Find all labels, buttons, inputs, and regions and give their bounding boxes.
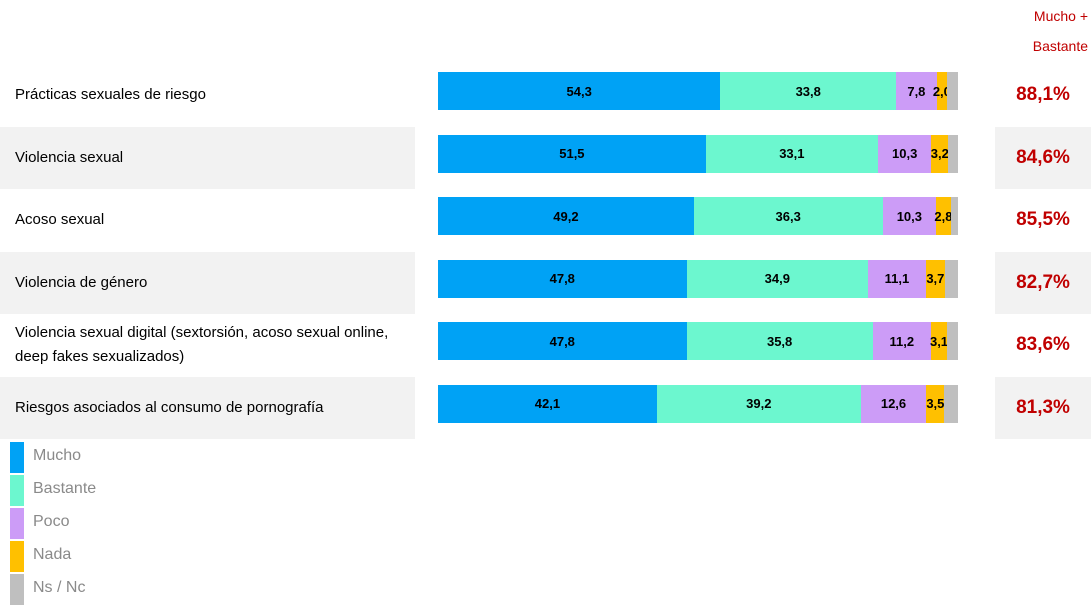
category-label: Prácticas sexuales de riesgo (15, 86, 206, 104)
bar-segment: 42,1 (438, 384, 657, 423)
bar-segment: 10,3 (882, 197, 937, 236)
bar-segment: 34,9 (686, 259, 869, 298)
row-background (0, 376, 415, 439)
value-label: 10,3 (896, 208, 923, 224)
total-label: 88,1% (1016, 84, 1070, 106)
bar-segment: 7,8 (896, 72, 937, 111)
value-label: 39,2 (746, 396, 772, 412)
bar-segment: 49,2 (438, 197, 694, 236)
bar-segment (944, 384, 958, 423)
total-background (995, 251, 1091, 314)
value-label: 11,2 (889, 333, 915, 349)
value-label: 33,1 (779, 146, 805, 162)
category-label: Riesgos asociados al consumo de pornogra… (15, 398, 324, 416)
bar-segment: 10,3 (877, 134, 932, 173)
bar-segment (950, 197, 958, 236)
value-label: 54,3 (566, 83, 592, 99)
bar-segment: 11,2 (872, 322, 931, 361)
category-label: Violencia sexual (15, 148, 124, 166)
legend-label: Bastante (33, 480, 97, 497)
bar-segment (947, 322, 958, 361)
bar-segment (948, 134, 958, 173)
legend-label: Nada (33, 546, 72, 563)
value-label: 47,8 (549, 271, 575, 287)
value-label: 3,1 (929, 333, 949, 349)
bar-segment: 3,1 (929, 322, 949, 361)
total-label: 85,5% (1016, 209, 1070, 231)
bar-segment: 2,8 (934, 197, 953, 236)
bar-segment: 33,8 (720, 72, 897, 111)
total-label: 84,6% (1016, 146, 1070, 168)
category-label: Acoso sexual (15, 211, 105, 229)
bar-segment: 3,5 (926, 384, 945, 423)
bar-segment: 36,3 (693, 197, 883, 236)
legend-label: Mucho (33, 447, 82, 464)
bar-segment: 54,3 (438, 72, 721, 111)
bar-segment: 11,1 (868, 259, 926, 298)
value-label: 35,8 (766, 333, 793, 349)
row-background (0, 126, 415, 189)
row-background (0, 251, 415, 314)
value-label: 36,3 (775, 208, 801, 224)
bar-segment: 33,1 (705, 134, 878, 173)
bar-segment: 35,8 (686, 322, 873, 361)
value-label: 47,8 (549, 333, 575, 349)
total-background (995, 376, 1091, 439)
total-label: 83,6% (1016, 334, 1070, 356)
legend-swatch (10, 508, 24, 539)
bar-segment: 39,2 (656, 384, 861, 423)
bar-segment: 3,7 (925, 259, 945, 298)
value-label: 33,8 (795, 83, 821, 99)
bar-segment (945, 259, 958, 298)
value-label: 3,5 (926, 396, 945, 412)
value-label: 2,0 (932, 83, 951, 99)
totals-header: Mucho + (1033, 8, 1088, 24)
value-label: 2,8 (934, 208, 953, 224)
value-label: 42,1 (534, 396, 561, 412)
totals-header: Bastante (1032, 38, 1088, 54)
bar-segment: 2,0 (933, 72, 951, 111)
legend-swatch (10, 475, 24, 506)
legend-label: Ns / Nc (33, 579, 86, 596)
value-label: 34,9 (764, 271, 790, 287)
value-label: 7,8 (907, 83, 926, 99)
legend-swatch (10, 574, 24, 605)
legend-swatch (10, 541, 24, 572)
bar-segment: 12,6 (860, 384, 927, 423)
category-label: Violencia de género (15, 273, 148, 291)
value-label: 3,7 (926, 271, 945, 287)
total-label: 82,7% (1016, 271, 1070, 293)
bar-segment: 3,2 (930, 134, 949, 173)
value-label: 11,1 (884, 271, 910, 287)
total-background (995, 126, 1091, 189)
value-label: 12,6 (880, 396, 907, 412)
bar-segment: 47,8 (438, 259, 687, 298)
total-label: 81,3% (1016, 396, 1070, 418)
bar-segment (947, 72, 958, 111)
bar-segment: 47,8 (438, 322, 687, 361)
value-label: 51,5 (559, 146, 585, 162)
legend-swatch (10, 442, 24, 473)
legend-label: Poco (33, 513, 70, 530)
category-label: Violencia sexual digital (sextorsión, ac… (15, 324, 389, 366)
value-label: 10,3 (892, 146, 918, 162)
value-label: 49,2 (553, 208, 579, 224)
bar-segment: 51,5 (438, 134, 706, 173)
value-label: 3,2 (930, 146, 949, 162)
